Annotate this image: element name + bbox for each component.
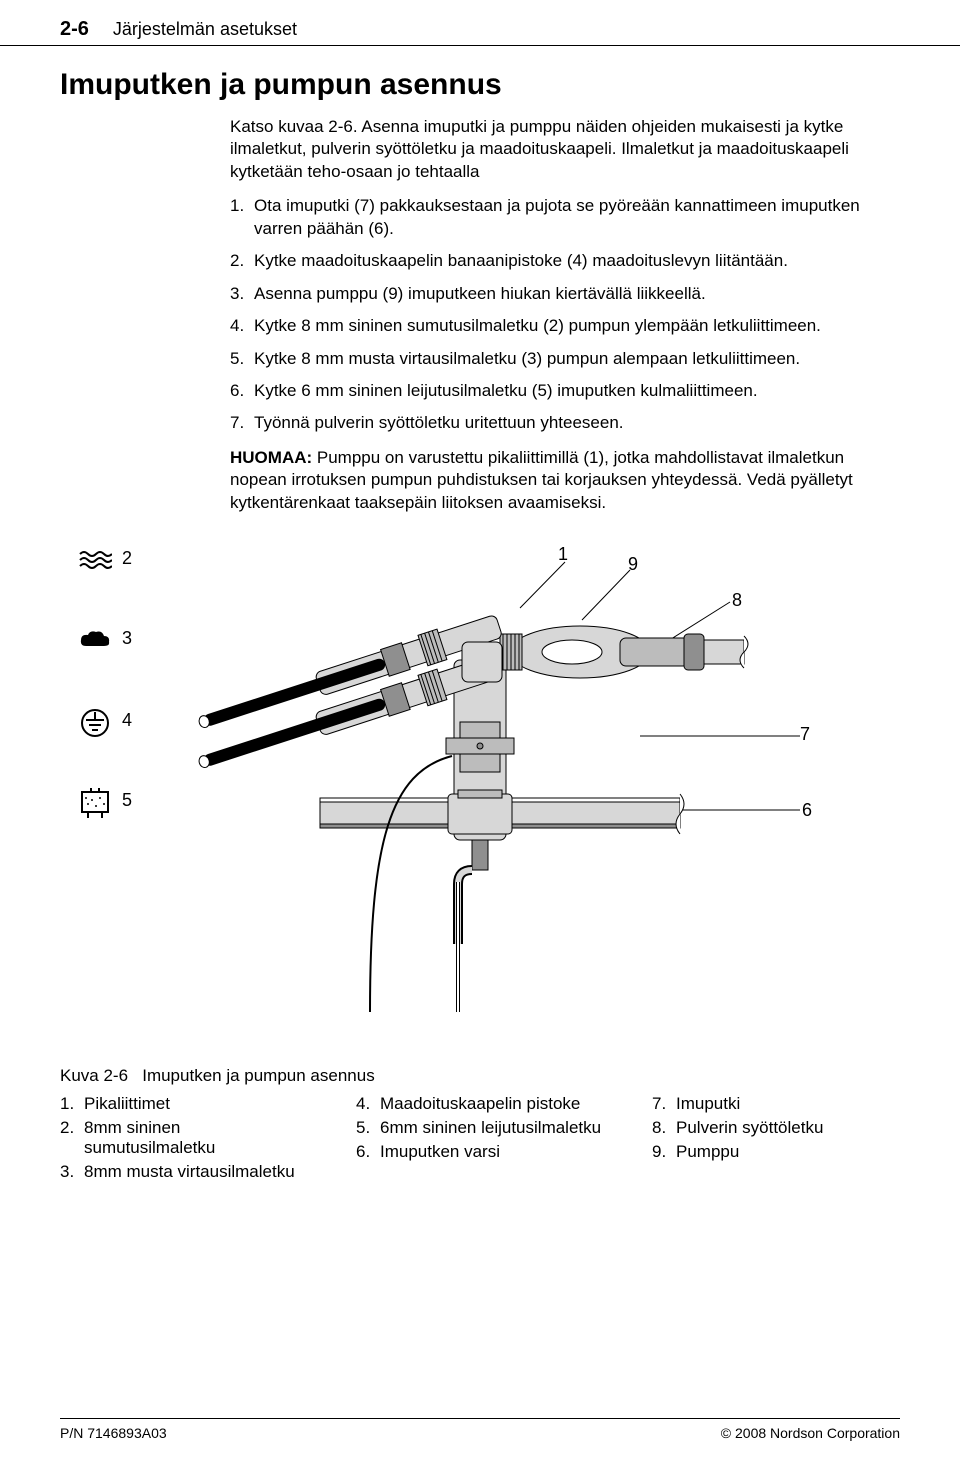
callout-number: 6 [802, 800, 812, 821]
part-text: 6mm sininen leijutusilmaletku [380, 1118, 601, 1138]
callout-number: 1 [558, 544, 568, 565]
figure-caption-text: Imuputken ja pumpun asennus [142, 1066, 375, 1085]
intro-paragraph: Katso kuvaa 2-6. Asenna imuputki ja pump… [230, 116, 900, 183]
part-text: Maadoituskaapelin pistoke [380, 1094, 580, 1114]
step-text: Työnnä pulverin syöttöletku uritettuun y… [254, 412, 624, 434]
figure: 2 3 4 [60, 542, 900, 1186]
note: HUOMAA: Pumppu on varustettu pikaliittim… [230, 447, 900, 514]
parts-col: 7.Imuputki 8.Pulverin syöttöletku 9.Pump… [652, 1094, 900, 1186]
page-number: 2-6 [60, 18, 89, 41]
step-number: 3. [230, 283, 254, 305]
step-item: 2.Kytke maadoituskaapelin banaanipistoke… [230, 250, 900, 272]
callout-number: 8 [732, 590, 742, 611]
part-item: 1.Pikaliittimet [60, 1094, 308, 1114]
step-text: Ota imuputki (7) pakkauksestaan ja pujot… [254, 195, 900, 240]
note-text: Pumppu on varustettu pikaliittimillä (1)… [230, 448, 853, 512]
step-text: Kytke 6 mm sininen leijutusilmaletku (5)… [254, 380, 758, 402]
step-number: 4. [230, 315, 254, 337]
step-text: Kytke 8 mm musta virtausilmaletku (3) pu… [254, 348, 800, 370]
figure-caption-prefix: Kuva 2-6 [60, 1066, 128, 1085]
parts-col: 4.Maadoituskaapelin pistoke 5.6mm sinine… [356, 1094, 604, 1186]
section-title: Järjestelmän asetukset [113, 19, 297, 40]
part-number: 8. [652, 1118, 676, 1138]
part-item: 8.Pulverin syöttöletku [652, 1118, 900, 1138]
part-text: Pumppu [676, 1142, 739, 1162]
parts-list: 1.Pikaliittimet 2.8mm sininen sumutusilm… [60, 1094, 900, 1186]
part-text: Imuputki [676, 1094, 740, 1114]
part-text: Pulverin syöttöletku [676, 1118, 823, 1138]
part-text: Imuputken varsi [380, 1142, 500, 1162]
page-header: 2-6 Järjestelmän asetukset [0, 0, 960, 46]
step-item: 4.Kytke 8 mm sininen sumutusilmaletku (2… [230, 315, 900, 337]
part-item: 7.Imuputki [652, 1094, 900, 1114]
part-text: Pikaliittimet [84, 1094, 170, 1114]
part-number: 3. [60, 1162, 84, 1182]
part-item: 4.Maadoituskaapelin pistoke [356, 1094, 604, 1114]
callout-number: 9 [628, 554, 638, 575]
steps-list: 1.Ota imuputki (7) pakkauksestaan ja puj… [230, 195, 900, 435]
figure-caption: Kuva 2-6 Imuputken ja pumpun asennus [60, 1066, 900, 1086]
part-item: 2.8mm sininen sumutusilmaletku [60, 1118, 308, 1158]
step-number: 5. [230, 348, 254, 370]
step-item: 1.Ota imuputki (7) pakkauksestaan ja puj… [230, 195, 900, 240]
step-item: 5.Kytke 8 mm musta virtausilmaletku (3) … [230, 348, 900, 370]
footer-right: © 2008 Nordson Corporation [721, 1425, 900, 1441]
page-footer: P/N 7146893A03 © 2008 Nordson Corporatio… [60, 1418, 900, 1441]
part-number: 7. [652, 1094, 676, 1114]
part-number: 4. [356, 1094, 380, 1114]
part-item: 6.Imuputken varsi [356, 1142, 604, 1162]
part-item: 5.6mm sininen leijutusilmaletku [356, 1118, 604, 1138]
figure-canvas: 2 3 4 [60, 542, 900, 1022]
part-number: 2. [60, 1118, 84, 1158]
body-content: Katso kuvaa 2-6. Asenna imuputki ja pump… [230, 116, 900, 514]
part-number: 6. [356, 1142, 380, 1162]
part-number: 9. [652, 1142, 676, 1162]
page-title: Imuputken ja pumpun asennus [60, 68, 900, 102]
part-number: 5. [356, 1118, 380, 1138]
step-item: 3.Asenna pumppu (9) imuputkeen hiukan ki… [230, 283, 900, 305]
step-number: 1. [230, 195, 254, 240]
step-number: 7. [230, 412, 254, 434]
step-item: 6.Kytke 6 mm sininen leijutusilmaletku (… [230, 380, 900, 402]
note-label: HUOMAA: [230, 448, 312, 467]
part-text: 8mm sininen sumutusilmaletku [84, 1118, 308, 1158]
step-number: 6. [230, 380, 254, 402]
part-text: 8mm musta virtausilmaletku [84, 1162, 295, 1182]
page: 2-6 Järjestelmän asetukset Imuputken ja … [0, 0, 960, 1461]
parts-col: 1.Pikaliittimet 2.8mm sininen sumutusilm… [60, 1094, 308, 1186]
part-number: 1. [60, 1094, 84, 1114]
part-item: 9.Pumppu [652, 1142, 900, 1162]
step-text: Asenna pumppu (9) imuputkeen hiukan kier… [254, 283, 706, 305]
callout-number: 7 [800, 724, 810, 745]
footer-left: P/N 7146893A03 [60, 1425, 167, 1441]
step-text: Kytke 8 mm sininen sumutusilmaletku (2) … [254, 315, 821, 337]
pump-diagram [60, 542, 900, 1022]
step-number: 2. [230, 250, 254, 272]
part-item: 3.8mm musta virtausilmaletku [60, 1162, 308, 1182]
step-item: 7.Työnnä pulverin syöttöletku uritettuun… [230, 412, 900, 434]
step-text: Kytke maadoituskaapelin banaanipistoke (… [254, 250, 788, 272]
